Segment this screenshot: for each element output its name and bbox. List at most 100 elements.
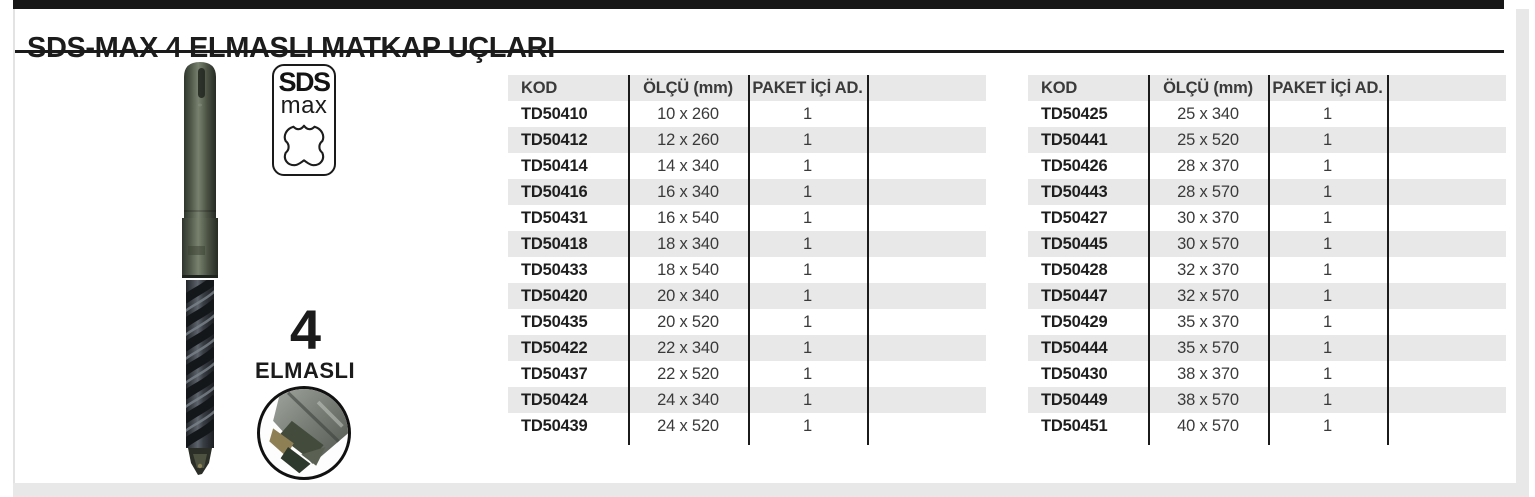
- kod-cell: TD50430: [1041, 364, 1108, 383]
- kod-cell: TD50433: [521, 260, 588, 279]
- paket-cell: 1: [803, 130, 812, 149]
- extra-cell: [1387, 231, 1506, 257]
- table-row: TD50428 32 x 370 1: [1028, 257, 1506, 283]
- extra-cell: [867, 257, 986, 283]
- extra-cell: [867, 127, 986, 153]
- extra-cell: [1387, 361, 1506, 387]
- header-kod: KOD: [521, 78, 558, 97]
- olcu-cell: 16 x 340: [657, 182, 719, 201]
- paket-cell: 1: [803, 104, 812, 123]
- feature-label: ELMASLI: [255, 358, 356, 384]
- table-row: TD50430 38 x 370 1: [1028, 361, 1506, 387]
- olcu-cell: 30 x 570: [1177, 234, 1239, 253]
- extra-cell: [867, 179, 986, 205]
- extra-cell: [1387, 153, 1506, 179]
- olcu-cell: 22 x 340: [657, 338, 719, 357]
- kod-cell: TD50439: [521, 416, 588, 435]
- page-border-right: [1516, 9, 1529, 497]
- paket-cell: 1: [1323, 208, 1332, 227]
- kod-cell: TD50420: [521, 286, 588, 305]
- table-row: TD50431 16 x 540 1: [508, 205, 986, 231]
- paket-cell: 1: [803, 156, 812, 175]
- kod-cell: TD50443: [1041, 182, 1108, 201]
- table-header-row: KOD ÖLÇÜ (mm) PAKET İÇİ AD.: [508, 75, 986, 101]
- olcu-cell: 32 x 370: [1177, 260, 1239, 279]
- table-header-row: KOD ÖLÇÜ (mm) PAKET İÇİ AD.: [1028, 75, 1506, 101]
- kod-cell: TD50425: [1041, 104, 1108, 123]
- column-divider: [628, 75, 630, 445]
- kod-cell: TD50441: [1041, 130, 1108, 149]
- extra-cell: [867, 361, 986, 387]
- paket-cell: 1: [1323, 390, 1332, 409]
- table-row: TD50412 12 x 260 1: [508, 127, 986, 153]
- header-paket: PAKET İÇİ AD.: [1272, 78, 1383, 97]
- extra-cell: [1387, 309, 1506, 335]
- table-row: TD50429 35 x 370 1: [1028, 309, 1506, 335]
- olcu-cell: 14 x 340: [657, 156, 719, 175]
- table-row: TD50418 18 x 340 1: [508, 231, 986, 257]
- feature-number: 4: [289, 298, 321, 361]
- table-row: TD50443 28 x 570 1: [1028, 179, 1506, 205]
- kod-cell: TD50414: [521, 156, 588, 175]
- feature-callout: 4 ELMASLI: [255, 298, 356, 384]
- paket-cell: 1: [803, 182, 812, 201]
- paket-cell: 1: [803, 208, 812, 227]
- extra-cell: [1387, 335, 1506, 361]
- extra-cell: [867, 153, 986, 179]
- paket-cell: 1: [1323, 260, 1332, 279]
- olcu-cell: 38 x 570: [1177, 390, 1239, 409]
- paket-cell: 1: [1323, 234, 1332, 253]
- extra-cell: [1387, 387, 1506, 413]
- olcu-cell: 28 x 570: [1177, 182, 1239, 201]
- kod-cell: TD50444: [1041, 338, 1108, 357]
- extra-cell: [1387, 257, 1506, 283]
- table-row: TD50441 25 x 520 1: [1028, 127, 1506, 153]
- paket-cell: 1: [803, 364, 812, 383]
- header-paket: PAKET İÇİ AD.: [752, 78, 863, 97]
- drill-bit-image: [179, 60, 221, 480]
- column-divider: [1268, 75, 1270, 445]
- table-row: TD50427 30 x 370 1: [1028, 205, 1506, 231]
- extra-cell: [867, 101, 986, 127]
- extra-cell: [1387, 205, 1506, 231]
- paket-cell: 1: [803, 416, 812, 435]
- kod-cell: TD50418: [521, 234, 588, 253]
- olcu-cell: 40 x 570: [1177, 416, 1239, 435]
- table-row: TD50424 24 x 340 1: [508, 387, 986, 413]
- table-row: TD50420 20 x 340 1: [508, 283, 986, 309]
- page-title: SDS-MAX 4 ELMASLI MATKAP UÇLARI: [27, 32, 555, 65]
- kod-cell: TD50428: [1041, 260, 1108, 279]
- top-black-bar: [13, 0, 1504, 9]
- table-row: TD50433 18 x 540 1: [508, 257, 986, 283]
- olcu-cell: 32 x 570: [1177, 286, 1239, 305]
- olcu-cell: 28 x 370: [1177, 156, 1239, 175]
- table-row: TD50444 35 x 570 1: [1028, 335, 1506, 361]
- extra-cell: [1387, 413, 1506, 439]
- table-row: TD50451 40 x 570 1: [1028, 413, 1506, 439]
- kod-cell: TD50435: [521, 312, 588, 331]
- header-olcu: ÖLÇÜ (mm): [1163, 78, 1253, 97]
- olcu-cell: 38 x 370: [1177, 364, 1239, 383]
- sds-max-badge: SDS max: [272, 64, 336, 176]
- kod-cell: TD50429: [1041, 312, 1108, 331]
- extra-cell: [867, 309, 986, 335]
- spec-table-right: KOD ÖLÇÜ (mm) PAKET İÇİ AD. TD50425 25 x…: [1028, 75, 1506, 445]
- table-row: TD50449 38 x 570 1: [1028, 387, 1506, 413]
- extra-cell: [1387, 283, 1506, 309]
- extra-cell: [867, 205, 986, 231]
- kod-cell: TD50424: [521, 390, 588, 409]
- paket-cell: 1: [1323, 364, 1332, 383]
- olcu-cell: 30 x 370: [1177, 208, 1239, 227]
- table-row: TD50426 28 x 370 1: [1028, 153, 1506, 179]
- table-row: TD50416 16 x 340 1: [508, 179, 986, 205]
- sds-max-cross-section-icon: [283, 125, 325, 167]
- paket-cell: 1: [803, 312, 812, 331]
- extra-cell: [1387, 179, 1506, 205]
- page-border-left: [13, 9, 15, 497]
- olcu-cell: 18 x 540: [657, 260, 719, 279]
- table-row: TD50410 10 x 260 1: [508, 101, 986, 127]
- table-row: TD50414 14 x 340 1: [508, 153, 986, 179]
- paket-cell: 1: [803, 234, 812, 253]
- header-extra: [1387, 75, 1506, 101]
